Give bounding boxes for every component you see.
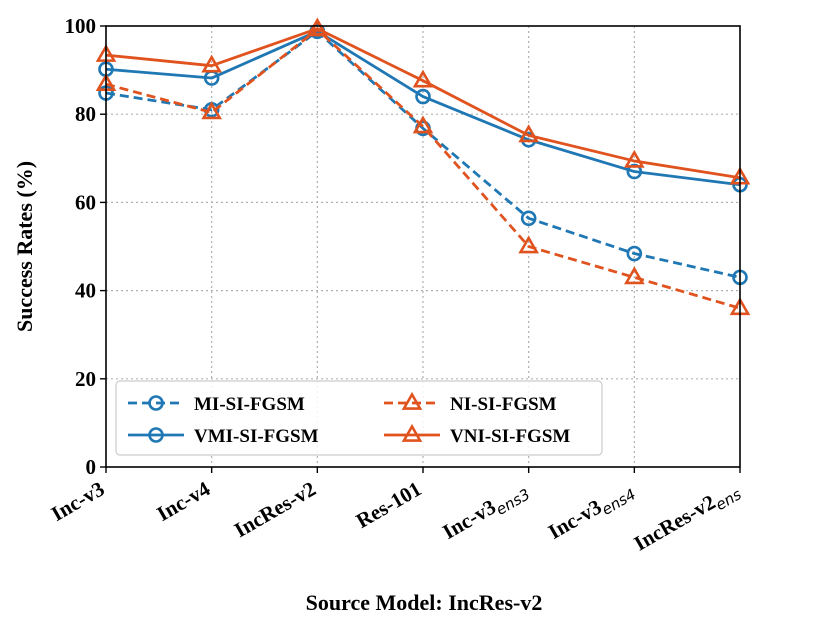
data-point <box>624 266 645 285</box>
x-tick-label: Inc-v3 <box>47 477 109 526</box>
data-point <box>520 210 537 227</box>
y-tick-label: 20 <box>75 367 96 391</box>
data-point <box>201 101 222 120</box>
x-tick-label: Inc-v4 <box>153 476 215 526</box>
x-tick-label-subscript: ens4 <box>599 485 639 519</box>
legend-label: NI-SI-FGSM <box>450 394 557 415</box>
x-tick-label-base: Inc-v3 <box>47 477 109 526</box>
legend-label: VNI-SI-FGSM <box>450 426 570 447</box>
y-tick-label: 80 <box>75 102 96 126</box>
legend-marker <box>401 423 423 442</box>
data-point <box>626 163 643 180</box>
data-point <box>518 235 539 254</box>
series-line <box>105 27 741 180</box>
series-line <box>105 29 741 279</box>
legend-item: VNI-SI-FGSM <box>384 423 570 447</box>
x-tick-label-base: IncRes-v2 <box>630 490 720 556</box>
data-point <box>307 17 328 36</box>
legend-marker <box>148 427 164 443</box>
x-tick-label: IncRes-v2 <box>230 477 320 543</box>
x-tick-label-base: IncRes-v2 <box>230 477 320 543</box>
data-point <box>518 124 539 143</box>
x-tick-label-base: Res-101 <box>352 477 426 533</box>
legend-item: MI-SI-FGSM <box>128 394 305 415</box>
legend-item: VMI-SI-FGSM <box>128 426 319 447</box>
legend-item: NI-SI-FGSM <box>384 391 557 415</box>
y-tick-label: 0 <box>86 455 97 479</box>
y-tick-label: 60 <box>75 190 96 214</box>
x-tick-label: Inc-v3ens4 <box>544 477 639 548</box>
data-point <box>412 115 434 134</box>
data-point <box>626 245 643 262</box>
y-tick-label: 100 <box>65 14 97 38</box>
data-point <box>624 149 645 168</box>
series-layer <box>95 17 751 316</box>
y-axis-label: Success Rates (%) <box>12 161 37 332</box>
legend-marker <box>148 395 164 411</box>
x-tick-label-base: Inc-v3 <box>544 495 606 544</box>
x-tick-label: IncRes-v2ens <box>630 476 745 559</box>
data-point <box>412 69 434 88</box>
legend-label: VMI-SI-FGSM <box>194 426 319 447</box>
y-tick-label: 40 <box>75 279 96 303</box>
data-point <box>415 88 431 105</box>
axes <box>100 25 741 473</box>
x-axis-label: Source Model: IncRes-v2 <box>306 590 543 615</box>
x-tick-label: Inc-v3ens3 <box>438 477 533 548</box>
legend: MI-SI-FGSM VMI-SI-FGSM NI-SI-FGSM VNI-SI-FG… <box>115 380 603 456</box>
series-mi-si-fgsm <box>98 23 748 286</box>
x-tick-label-base: Inc-v4 <box>153 476 215 526</box>
x-tick-label-base: Inc-v3 <box>438 495 500 544</box>
legend-label: MI-SI-FGSM <box>194 394 305 415</box>
data-point <box>201 54 222 73</box>
x-tick-label-subscript: ens3 <box>493 485 533 519</box>
legend-marker <box>401 391 423 410</box>
series-line <box>105 29 741 187</box>
x-tick-label: Res-101 <box>352 477 426 533</box>
legend-box <box>115 380 603 456</box>
